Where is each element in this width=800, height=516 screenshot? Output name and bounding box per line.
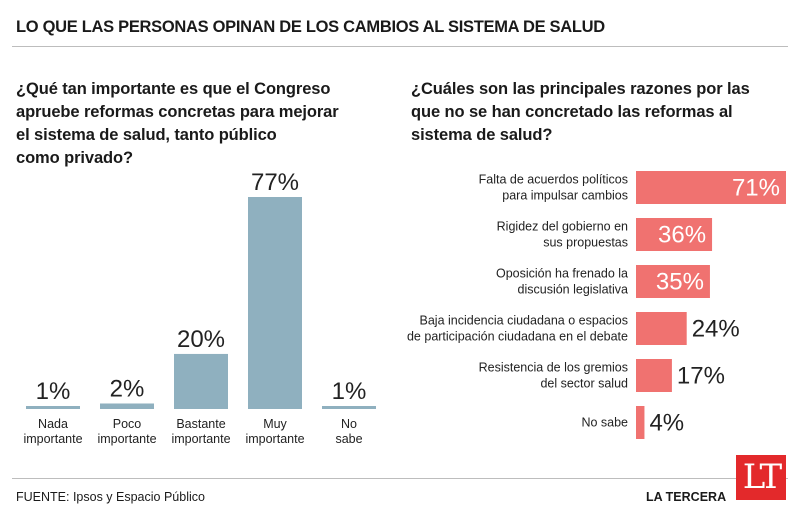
- value-label: 20%: [177, 326, 225, 353]
- reasons-bar-chart: 71% Falta de acuerdos políticos para impul…: [407, 171, 786, 439]
- page-title: LO QUE LAS PERSONAS OPINAN DE LOS CAMBIO…: [16, 18, 605, 36]
- value-label: 2%: [110, 375, 145, 402]
- footer-divider: [12, 478, 788, 479]
- category-label: Bastante importante: [171, 417, 230, 446]
- bar-3: [636, 312, 687, 345]
- category-label: Baja incidencia ciudadana o espacios de p…: [407, 314, 628, 344]
- category-label: Oposición ha frenado la discusión legisla…: [496, 267, 628, 297]
- value-label: 36%: [658, 222, 706, 249]
- category-label: Resistencia de los gremios del sector sal…: [479, 361, 628, 391]
- title-divider: [12, 46, 788, 47]
- category-label: Nada importante: [23, 417, 82, 446]
- left-chart-question: ¿Qué tan importante es que el Congreso a…: [16, 80, 339, 167]
- source-note: FUENTE: Ipsos y Espacio Público: [16, 490, 205, 504]
- value-label: 35%: [656, 269, 704, 296]
- value-label: 17%: [677, 363, 725, 390]
- category-label: Muy importante: [245, 417, 304, 446]
- value-label: 1%: [36, 378, 71, 405]
- right-chart-question: ¿Cuáles son las principales razones por …: [411, 80, 750, 144]
- bar-0: [636, 171, 786, 204]
- bar-5: [636, 406, 645, 439]
- bar-0: [26, 406, 80, 409]
- bar-1: [100, 403, 154, 409]
- category-label: Poco importante: [97, 417, 156, 446]
- value-label: 24%: [692, 316, 740, 343]
- bar-4: [636, 359, 672, 392]
- category-label: No sabe: [335, 417, 362, 446]
- brand-logo: LT: [736, 455, 786, 500]
- category-label: Rigidez del gobierno en sus propuestas: [497, 220, 628, 250]
- bar-2: [174, 353, 228, 409]
- value-label: 77%: [251, 169, 299, 196]
- category-label: No sabe: [581, 416, 628, 430]
- value-label: 4%: [649, 410, 684, 437]
- bar-2: [636, 265, 710, 298]
- bar-3: [248, 197, 302, 409]
- importance-bar-chart: 1% Nada importante 2% Poco importante 20% Basta…: [23, 169, 376, 446]
- value-label: 71%: [732, 175, 780, 202]
- brand-name: LA TERCERA: [646, 490, 727, 504]
- bar-1: [636, 218, 713, 251]
- bar-4: [322, 406, 376, 409]
- value-label: 1%: [332, 378, 367, 405]
- category-label: Falta de acuerdos políticos para impulsar…: [479, 173, 628, 203]
